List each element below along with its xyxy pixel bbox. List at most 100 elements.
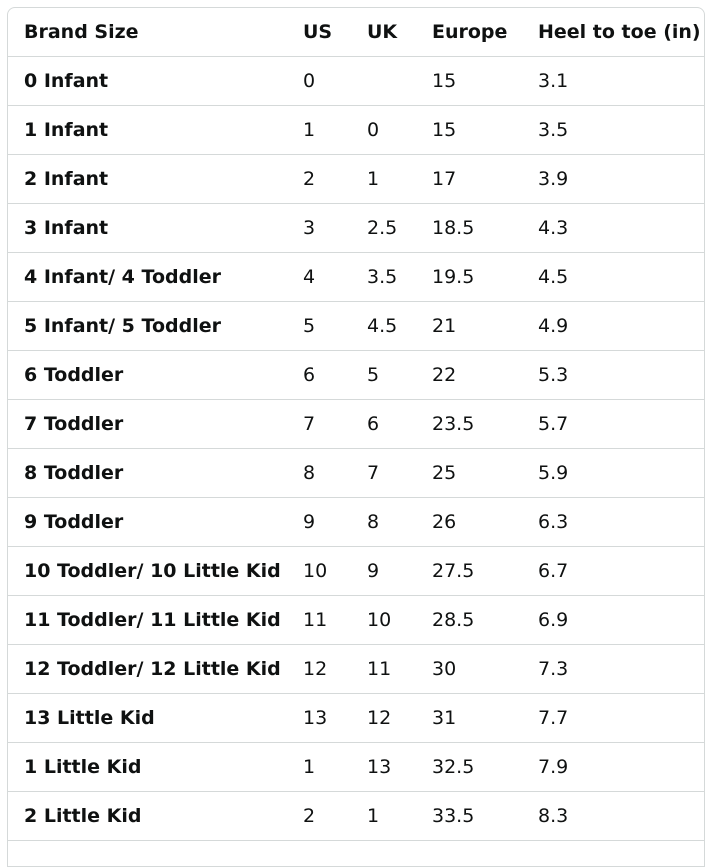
table-cell: 2.5 (367, 203, 432, 253)
table-row: 5 Infant/ 5 Toddler 5 4.5 21 4.9 (8, 301, 704, 351)
empty-cell (367, 56, 432, 106)
table-cell: 0 (367, 105, 432, 155)
table-cell: 3.1 (538, 56, 704, 106)
table-cell: 19.5 (432, 252, 538, 302)
table-cell: 5 (303, 301, 367, 351)
size-name-cell: 11 Toddler/ 11 Little Kid (8, 595, 303, 645)
table-cell: 1 (303, 742, 367, 792)
table-cell: 22 (432, 350, 538, 400)
size-name-cell: 2 Little Kid (8, 791, 303, 841)
size-name-cell: 6 Toddler (8, 350, 303, 400)
table-cell: 5.9 (538, 448, 704, 498)
size-table: Brand Size US UK Europe Heel to toe (in) 0 I… (8, 8, 704, 841)
header-row: Brand Size US UK Europe Heel to toe (in) (8, 8, 704, 57)
table-cell: 3 (303, 203, 367, 253)
table-cell: 12 (367, 693, 432, 743)
table-cell: 10 (367, 595, 432, 645)
size-table-frame: Brand Size US UK Europe Heel to toe (in) 0 I… (7, 7, 705, 867)
column-header: Europe (432, 8, 538, 57)
table-cell: 0 (303, 56, 367, 106)
table-cell: 3.5 (367, 252, 432, 302)
table-row: 6 Toddler 6 5 22 5.3 (8, 350, 704, 400)
table-row: 1 Infant 1 0 15 3.5 (8, 105, 704, 155)
table-row: 9 Toddler 9 8 26 6.3 (8, 497, 704, 547)
size-name-cell: 0 Infant (8, 56, 303, 106)
table-cell: 5.3 (538, 350, 704, 400)
size-name-cell: 8 Toddler (8, 448, 303, 498)
table-row: 11 Toddler/ 11 Little Kid 11 10 28.5 6.9 (8, 595, 704, 645)
table-cell: 7.9 (538, 742, 704, 792)
table-cell: 3.9 (538, 154, 704, 204)
table-cell: 3.5 (538, 105, 704, 155)
table-row: 8 Toddler 8 7 25 5.9 (8, 448, 704, 498)
table-cell: 12 (303, 644, 367, 694)
size-name-cell: 13 Little Kid (8, 693, 303, 743)
table-cell: 6 (367, 399, 432, 449)
table-cell: 30 (432, 644, 538, 694)
table-cell: 7.7 (538, 693, 704, 743)
table-cell: 15 (432, 105, 538, 155)
table-row: 2 Little Kid 2 1 33.5 8.3 (8, 791, 704, 841)
size-name-cell: 9 Toddler (8, 497, 303, 547)
table-row: 2 Infant 2 1 17 3.9 (8, 154, 704, 204)
table-cell: 11 (367, 644, 432, 694)
column-header: UK (367, 8, 432, 57)
table-cell: 5 (367, 350, 432, 400)
table-row: 10 Toddler/ 10 Little Kid 10 9 27.5 6.7 (8, 546, 704, 596)
table-cell: 7 (367, 448, 432, 498)
table-row: 0 Infant 0 15 3.1 (8, 56, 704, 106)
table-row: 7 Toddler 7 6 23.5 5.7 (8, 399, 704, 449)
size-name-cell: 5 Infant/ 5 Toddler (8, 301, 303, 351)
table-cell: 6 (303, 350, 367, 400)
column-header: Heel to toe (in) (538, 8, 704, 57)
table-cell: 28.5 (432, 595, 538, 645)
table-cell: 13 (303, 693, 367, 743)
table-cell: 1 (367, 791, 432, 841)
table-cell: 6.3 (538, 497, 704, 547)
size-name-cell: 10 Toddler/ 10 Little Kid (8, 546, 303, 596)
table-cell: 6.9 (538, 595, 704, 645)
table-cell: 4 (303, 252, 367, 302)
column-header: Brand Size (8, 8, 303, 57)
table-cell: 7 (303, 399, 367, 449)
table-cell: 2 (303, 154, 367, 204)
table-cell: 10 (303, 546, 367, 596)
table-cell: 2 (303, 791, 367, 841)
table-cell: 18.5 (432, 203, 538, 253)
size-name-cell: 12 Toddler/ 12 Little Kid (8, 644, 303, 694)
table-cell: 1 (303, 105, 367, 155)
table-cell: 21 (432, 301, 538, 351)
table-cell: 33.5 (432, 791, 538, 841)
size-name-cell: 1 Little Kid (8, 742, 303, 792)
table-row: 13 Little Kid 13 12 31 7.7 (8, 693, 704, 743)
table-cell: 4.3 (538, 203, 704, 253)
table-cell: 4.5 (538, 252, 704, 302)
table-cell: 4.9 (538, 301, 704, 351)
size-name-cell: 4 Infant/ 4 Toddler (8, 252, 303, 302)
size-name-cell: 3 Infant (8, 203, 303, 253)
table-cell: 9 (367, 546, 432, 596)
column-header: US (303, 8, 367, 57)
table-cell: 8.3 (538, 791, 704, 841)
table-cell: 15 (432, 56, 538, 106)
table-cell: 32.5 (432, 742, 538, 792)
size-name-cell: 7 Toddler (8, 399, 303, 449)
table-cell: 8 (303, 448, 367, 498)
table-cell: 6.7 (538, 546, 704, 596)
table-row: 4 Infant/ 4 Toddler 4 3.5 19.5 4.5 (8, 252, 704, 302)
table-row: 12 Toddler/ 12 Little Kid 12 11 30 7.3 (8, 644, 704, 694)
size-name-cell: 2 Infant (8, 154, 303, 204)
table-cell: 11 (303, 595, 367, 645)
table-cell: 17 (432, 154, 538, 204)
table-cell: 7.3 (538, 644, 704, 694)
table-cell: 31 (432, 693, 538, 743)
table-cell: 23.5 (432, 399, 538, 449)
table-cell: 4.5 (367, 301, 432, 351)
table-cell: 5.7 (538, 399, 704, 449)
table-row: 3 Infant 3 2.5 18.5 4.3 (8, 203, 704, 253)
table-body: 0 Infant 0 15 3.1 1 Infant 1 0 15 3.5 2 Infant 2 1 1… (8, 56, 704, 841)
table-row: 1 Little Kid 1 13 32.5 7.9 (8, 742, 704, 792)
size-name-cell: 1 Infant (8, 105, 303, 155)
